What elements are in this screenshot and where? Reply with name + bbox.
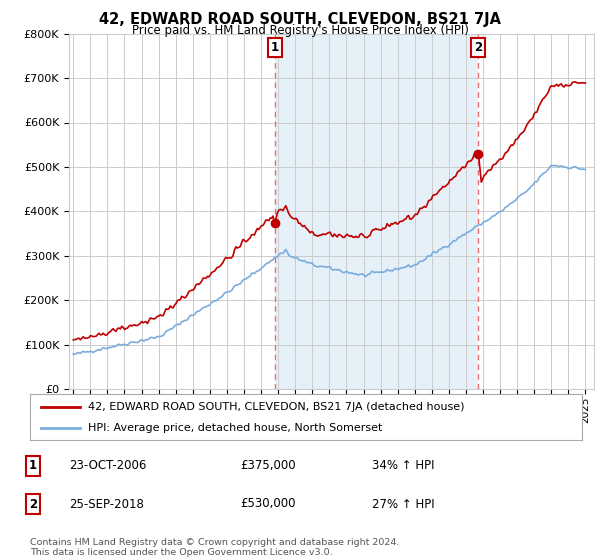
Text: Contains HM Land Registry data © Crown copyright and database right 2024.
This d: Contains HM Land Registry data © Crown c… (30, 538, 400, 557)
Text: 34% ↑ HPI: 34% ↑ HPI (372, 459, 434, 473)
Text: 1: 1 (271, 41, 279, 54)
Text: HPI: Average price, detached house, North Somerset: HPI: Average price, detached house, Nort… (88, 423, 382, 433)
Text: Price paid vs. HM Land Registry's House Price Index (HPI): Price paid vs. HM Land Registry's House … (131, 24, 469, 37)
Text: 42, EDWARD ROAD SOUTH, CLEVEDON, BS21 7JA: 42, EDWARD ROAD SOUTH, CLEVEDON, BS21 7J… (99, 12, 501, 27)
Text: £530,000: £530,000 (240, 497, 296, 511)
Text: 25-SEP-2018: 25-SEP-2018 (69, 497, 144, 511)
Text: 2: 2 (29, 497, 37, 511)
Text: 2: 2 (475, 41, 482, 54)
Text: 42, EDWARD ROAD SOUTH, CLEVEDON, BS21 7JA (detached house): 42, EDWARD ROAD SOUTH, CLEVEDON, BS21 7J… (88, 402, 464, 412)
Text: 1: 1 (29, 459, 37, 473)
Bar (275, 34, 478, 389)
Text: £375,000: £375,000 (240, 459, 296, 473)
Text: 23-OCT-2006: 23-OCT-2006 (69, 459, 146, 473)
Text: 27% ↑ HPI: 27% ↑ HPI (372, 497, 434, 511)
